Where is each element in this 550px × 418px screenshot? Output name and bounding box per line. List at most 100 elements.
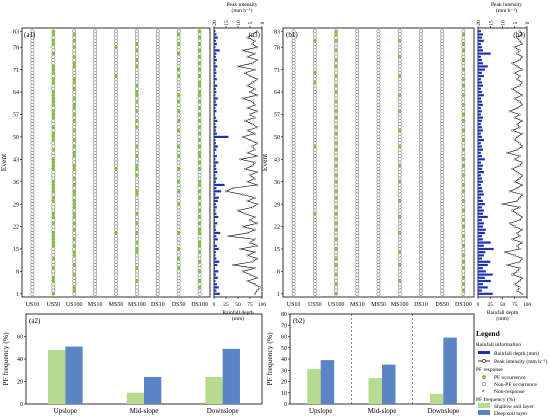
non-pf-point xyxy=(376,157,381,162)
y-tick-label: 60 xyxy=(281,335,287,341)
non-pf-point xyxy=(461,106,466,110)
non-pf-point xyxy=(419,199,423,203)
non-pf-point xyxy=(355,125,360,130)
peak-intensity-point xyxy=(513,139,516,142)
non-pf-point xyxy=(93,215,98,219)
rainfall-bar xyxy=(214,71,217,74)
x-tick-label: 0 xyxy=(213,302,216,308)
non-pf-point xyxy=(419,195,423,200)
x-category-label: MS10 xyxy=(350,302,365,308)
non-pf-point xyxy=(376,67,381,72)
non-pf-point xyxy=(291,173,296,178)
non-pf-point xyxy=(114,221,118,226)
pf-occurrence-point xyxy=(72,221,77,226)
pf-occurrence-point xyxy=(397,93,402,98)
non-pf-point xyxy=(440,106,445,110)
peak-intensity-point xyxy=(518,113,521,116)
non-pf-point xyxy=(176,282,181,287)
non-pf-point xyxy=(176,186,181,191)
non-pf-point xyxy=(312,45,317,50)
rainfall-bar xyxy=(478,228,486,231)
rainfall-bar xyxy=(214,113,215,116)
pf-occurrence-point xyxy=(72,250,77,255)
non-pf-point xyxy=(176,224,181,229)
non-pf-point xyxy=(312,74,317,78)
non-pf-point xyxy=(114,250,118,255)
pf-occurrence-point xyxy=(397,215,402,219)
non-pf-point xyxy=(419,102,423,107)
non-pf-point xyxy=(51,272,56,277)
non-pf-point xyxy=(155,263,160,267)
non-pf-point xyxy=(72,70,77,75)
non-pf-point xyxy=(93,202,98,207)
non-pf-point xyxy=(197,45,202,50)
non-pf-point xyxy=(51,106,56,110)
rainfall-bar xyxy=(214,215,219,219)
non-pf-point xyxy=(461,269,466,274)
non-pf-point xyxy=(134,70,139,75)
non-pf-point xyxy=(176,150,181,155)
pf-occurrence-point xyxy=(51,199,56,203)
non-pf-point xyxy=(114,128,118,133)
non-pf-point xyxy=(376,102,381,107)
non-pf-point xyxy=(419,231,423,235)
non-pf-point xyxy=(30,253,35,258)
non-pf-point xyxy=(461,109,466,114)
pf-occurrence-point xyxy=(461,138,466,142)
non-pf-point xyxy=(397,77,402,82)
peak-intensity-point xyxy=(511,273,514,276)
pf-occurrence-point xyxy=(51,179,56,184)
non-pf-point xyxy=(355,275,360,280)
non-pf-point xyxy=(334,182,338,187)
non-pf-point xyxy=(312,199,317,203)
non-pf-point xyxy=(376,186,381,191)
pf-occurrence-point xyxy=(176,99,181,104)
non-pf-point xyxy=(440,253,445,258)
x-category-label: DS10 xyxy=(414,302,428,308)
non-pf-point xyxy=(51,74,56,78)
y-tick-label: 78 xyxy=(274,45,280,51)
peak-intensity-point xyxy=(516,135,519,138)
non-pf-point xyxy=(30,231,35,235)
non-pf-point xyxy=(30,77,35,82)
non-pf-point xyxy=(312,112,317,117)
non-pf-point xyxy=(114,234,118,239)
non-pf-point xyxy=(419,285,423,290)
non-pf-point xyxy=(312,192,317,197)
rainfall-bar xyxy=(478,267,483,270)
non-pf-point xyxy=(397,67,402,72)
non-pf-point xyxy=(197,157,202,162)
rainfall-bar xyxy=(478,273,493,276)
pf-occurrence-point xyxy=(397,144,402,149)
non-pf-point xyxy=(51,253,56,258)
non-pf-point xyxy=(155,288,160,293)
pf-occurrence-point xyxy=(197,138,202,142)
non-pf-point xyxy=(334,128,338,133)
rainfall-bar xyxy=(214,100,216,103)
legend-pf-occurrence-marker xyxy=(482,375,487,380)
rainfall-bar xyxy=(214,190,222,193)
rainfall-bar xyxy=(478,110,482,113)
non-pf-point xyxy=(93,247,98,251)
x2-tick-label: 15 xyxy=(224,20,230,26)
non-pf-point xyxy=(461,202,466,207)
non-pf-point xyxy=(30,234,35,239)
peak-intensity-point xyxy=(244,212,247,215)
pf-occurrence-point xyxy=(197,99,202,104)
non-pf-point xyxy=(30,58,35,62)
pf-occurrence-point xyxy=(176,109,181,114)
non-pf-point xyxy=(291,134,296,139)
non-pf-point xyxy=(134,227,139,232)
non-pf-point xyxy=(291,195,296,200)
non-pf-point xyxy=(397,35,402,40)
x2-axis-label: Peak intensity xyxy=(491,2,522,8)
pf-occurrence-point xyxy=(197,106,202,110)
x-category-label: Downslope xyxy=(427,407,459,415)
non-pf-point xyxy=(334,199,338,203)
pf-occurrence-point xyxy=(51,157,56,162)
pf-occurrence-point xyxy=(72,32,77,37)
x2-tick-label: 20 xyxy=(476,20,482,26)
non-pf-point xyxy=(30,138,35,143)
legend-peak-intensity-label: Peak intensity (mm h⁻¹) xyxy=(494,358,547,365)
non-pf-point xyxy=(197,218,202,223)
